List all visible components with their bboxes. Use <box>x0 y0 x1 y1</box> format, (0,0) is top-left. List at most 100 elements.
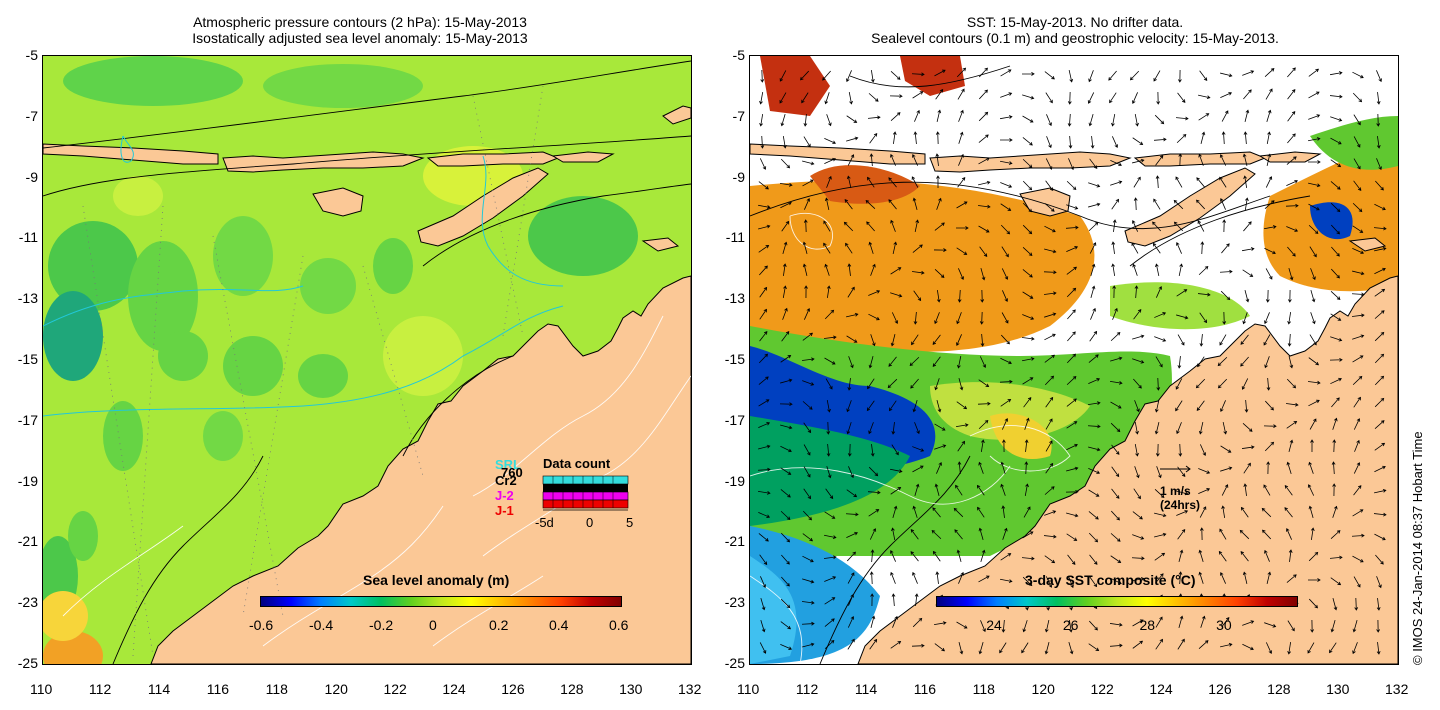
velocity-arrow <box>1066 466 1079 472</box>
velocity-arrow <box>870 593 874 607</box>
sst-map[interactable]: 1 m/s (24hrs) 3-day SST composite (°C) <box>749 55 1399 665</box>
velocity-arrow <box>869 571 874 585</box>
velocity-arrow <box>1068 70 1074 83</box>
velocity-arrow <box>868 466 879 477</box>
velocity-arrow <box>912 505 918 518</box>
velocity-arrow <box>1155 175 1160 189</box>
velocity-arrow <box>1286 226 1299 232</box>
velocity-arrow <box>1265 642 1273 654</box>
velocity-arrow <box>1066 443 1078 451</box>
velocity-arrow <box>1287 333 1292 347</box>
velocity-arrow <box>980 549 986 562</box>
velocity-arrow <box>999 138 1013 142</box>
velocity-arrow <box>1066 180 1077 191</box>
velocity-arrow <box>779 92 787 104</box>
left-lon-tick: 126 <box>501 681 525 697</box>
velocity-arrow <box>1309 418 1317 430</box>
velocity-arrow <box>868 356 874 369</box>
velocity-arrow <box>1286 179 1299 187</box>
velocity-arrow <box>1088 532 1099 543</box>
left-lon-tick: 120 <box>324 681 348 697</box>
velocity-arrow <box>1045 576 1053 588</box>
velocity-arrow <box>1266 377 1271 391</box>
velocity-arrow <box>934 222 945 231</box>
velocity-arrow <box>1110 422 1121 433</box>
velocity-arrow <box>802 332 814 341</box>
sla-colorbar <box>260 596 622 607</box>
velocity-arrow <box>780 355 792 363</box>
velocity-arrow <box>1109 622 1123 627</box>
velocity-arrow <box>1329 642 1337 654</box>
velocity-arrow <box>914 483 920 496</box>
velocity-arrow <box>802 510 813 521</box>
velocity-arrow <box>847 638 855 650</box>
velocity-arrow <box>1374 331 1385 342</box>
velocity-arrow <box>980 439 985 453</box>
velocity-arrow <box>1287 89 1296 100</box>
velocity-arrow <box>1173 221 1184 232</box>
velocity-arrow <box>1087 401 1101 406</box>
velocity-arrow <box>1066 266 1077 275</box>
velocity-arrow <box>1219 176 1227 188</box>
velocity-arrow <box>1352 509 1364 517</box>
velocity-arrow <box>913 290 922 302</box>
velocity-arrow <box>1000 461 1006 474</box>
velocity-arrow <box>1376 135 1381 149</box>
velocity-arrow <box>1000 399 1012 407</box>
velocity-arrow <box>1022 94 1035 100</box>
velocity-arrow <box>1129 70 1140 81</box>
velocity-arrow <box>1351 533 1365 538</box>
velocity-arrow <box>910 528 919 540</box>
velocity-arrow <box>846 70 852 83</box>
velocity-arrow <box>1088 489 1100 497</box>
velocity-arrow <box>1067 309 1076 320</box>
velocity-arrow <box>1046 114 1052 127</box>
sst-colorbar-tick: 26 <box>1062 617 1079 633</box>
velocity-arrow <box>936 197 942 210</box>
velocity-arrow <box>978 134 989 143</box>
velocity-arrow <box>868 93 879 102</box>
velocity-arrow <box>1374 246 1387 252</box>
velocity-arrow <box>1155 285 1163 298</box>
velocity-arrow <box>1111 113 1116 127</box>
velocity-arrow <box>1264 549 1270 562</box>
velocity-arrow <box>757 204 771 209</box>
velocity-arrow <box>1000 357 1012 365</box>
velocity-arrow <box>1308 114 1321 120</box>
velocity-arrow <box>1110 332 1121 342</box>
sla-colorbar-tick: 0.6 <box>609 617 629 633</box>
velocity-arrow <box>1045 180 1054 192</box>
left-lat-tick: -17 <box>17 411 38 428</box>
velocity-arrow <box>1175 378 1183 390</box>
velocity-arrow <box>1066 421 1078 429</box>
velocity-arrow <box>1088 221 1099 232</box>
left-title: Atmospheric pressure contours (2 hPa): 1… <box>160 14 560 46</box>
velocity-arrow <box>1154 552 1166 561</box>
velocity-arrow <box>912 617 923 628</box>
velocity-arrow <box>1221 131 1226 145</box>
velocity-arrow <box>1110 401 1122 409</box>
velocity-arrow <box>779 402 793 407</box>
velocity-arrow <box>1112 136 1119 149</box>
velocity-arrow <box>1045 396 1054 408</box>
sla-map[interactable]: Data count SRL 760 Cr2 J-2 J-1 -5d 0 5 S… <box>42 55 692 665</box>
velocity-arrow <box>979 246 988 258</box>
right-lat-tick: -21 <box>724 533 745 550</box>
velocity-arrow <box>1220 466 1233 472</box>
velocity-arrow <box>1154 263 1160 276</box>
pressure-contours <box>43 60 691 664</box>
velocity-arrow <box>1265 88 1273 100</box>
velocity-arrow <box>826 421 831 435</box>
velocity-arrow <box>1309 334 1317 346</box>
right-lon-tick: 110 <box>737 681 760 697</box>
velocity-arrow <box>935 88 944 100</box>
velocity-arrow <box>1198 468 1211 474</box>
velocity-arrow <box>1153 198 1161 210</box>
velocity-arrow <box>1198 640 1209 649</box>
data-count-title: Data count <box>543 456 611 471</box>
velocity-arrow <box>870 615 876 628</box>
velocity-arrow <box>955 226 969 230</box>
velocity-arrow <box>802 642 815 648</box>
velocity-arrow <box>978 67 988 78</box>
right-lon-tick: 116 <box>913 681 937 697</box>
